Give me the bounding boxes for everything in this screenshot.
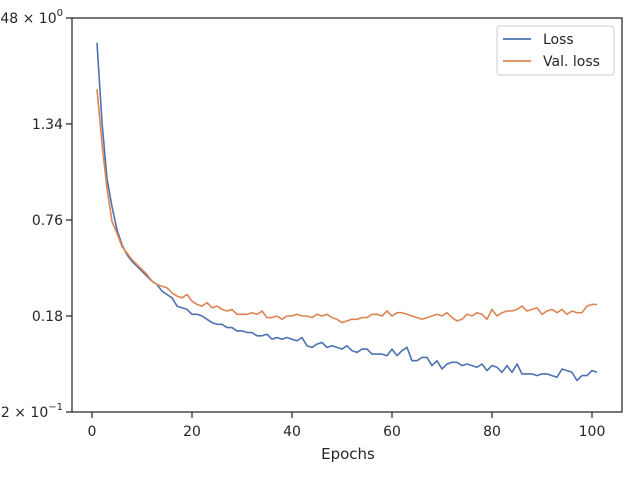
y-tick-label-base: 2 × 10 — [1, 405, 48, 421]
y-tick-label-base: 1.34 — [32, 117, 63, 133]
x-tick-label: 60 — [383, 424, 401, 440]
x-tick-label: 20 — [183, 424, 201, 440]
series-line-1 — [96, 89, 597, 324]
plot-frame — [71, 17, 623, 413]
y-tick-label-exponent: 0 — [57, 8, 63, 19]
y-tick-label-base: 1.48 × 10 — [0, 11, 57, 27]
y-tick-label: 1.48 × 100 — [0, 8, 63, 27]
y-tick-label: 0.18 — [32, 309, 63, 325]
legend-label: Loss — [543, 32, 574, 48]
y-tick-label-exponent: −1 — [48, 402, 63, 413]
x-tick-label: 0 — [88, 424, 97, 440]
y-tick-label: 2 × 10−1 — [1, 402, 63, 421]
y-tick-label-base: 0.76 — [32, 213, 63, 229]
x-tick-label: 100 — [579, 424, 606, 440]
y-tick-label: 1.34 — [32, 117, 63, 133]
y-tick-label: 0.76 — [32, 213, 63, 229]
x-axis-title: Epochs — [321, 445, 375, 463]
x-tick-label: 40 — [283, 424, 301, 440]
series-layer — [96, 42, 598, 382]
legend: Loss Val. loss — [496, 25, 615, 76]
y-tick-label-base: 0.18 — [32, 309, 63, 325]
x-axis: 0 20 40 60 80 100 — [88, 412, 606, 440]
y-axis: 2 × 10−1 0.18 0.76 1.34 1.48 × 100 — [0, 8, 72, 421]
legend-label: Val. loss — [543, 54, 600, 70]
x-tick-label: 80 — [483, 424, 501, 440]
series-line-0 — [96, 42, 598, 382]
